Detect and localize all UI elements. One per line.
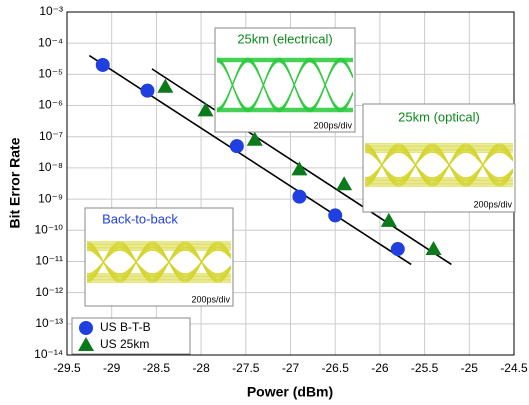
y-tick-label: 10⁻⁴ bbox=[38, 35, 63, 49]
x-tick-label: -26 bbox=[371, 361, 389, 375]
chart: 25km (electrical) 200ps/div 25km (optica… bbox=[0, 0, 529, 405]
y-tick-label: 10⁻⁷ bbox=[39, 129, 63, 143]
x-tick-label: -28 bbox=[192, 361, 210, 375]
marker bbox=[140, 84, 154, 98]
y-tick-label: 10⁻¹³ bbox=[35, 316, 63, 330]
y-axis-title: Bit Error Rate bbox=[7, 137, 23, 228]
x-tick-label: -29.5 bbox=[53, 361, 81, 375]
marker bbox=[230, 139, 244, 153]
marker bbox=[79, 321, 93, 335]
x-tick-label: -27.5 bbox=[232, 361, 260, 375]
annotation: 200ps/div bbox=[313, 120, 352, 130]
annotation: 25km (electrical) bbox=[237, 31, 332, 46]
x-tick-label: -28.5 bbox=[143, 361, 171, 375]
annotation: 25km (optical) bbox=[398, 109, 480, 124]
legend-label: US 25km bbox=[100, 337, 149, 351]
marker bbox=[198, 102, 214, 116]
y-tick-label: 10⁻¹⁴ bbox=[34, 347, 63, 361]
eye-inset-electrical: 25km (electrical) 200ps/div bbox=[215, 28, 355, 132]
y-tick-label: 10⁻⁹ bbox=[38, 191, 63, 205]
eye-inset-b2b: Back-to-back 200ps/div bbox=[85, 208, 233, 306]
y-tick-label: 10⁻¹¹ bbox=[35, 254, 63, 268]
x-tick-label: -25 bbox=[461, 361, 479, 375]
x-tick-label: -26.5 bbox=[322, 361, 350, 375]
annotation: 200ps/div bbox=[191, 294, 230, 304]
eye-inset-optical: 25km (optical) 200ps/div bbox=[363, 104, 515, 212]
marker bbox=[96, 58, 110, 72]
marker bbox=[391, 242, 405, 256]
y-tick-label: 10⁻¹² bbox=[35, 285, 63, 299]
marker bbox=[336, 176, 352, 190]
x-tick-label: -29 bbox=[103, 361, 121, 375]
x-tick-label: -27 bbox=[282, 361, 300, 375]
marker bbox=[328, 208, 342, 222]
y-tick-label: 10⁻⁵ bbox=[38, 67, 63, 81]
y-tick-label: 10⁻³ bbox=[39, 4, 63, 18]
legend-label: US B-T-B bbox=[100, 320, 151, 334]
x-tick-label: -24.5 bbox=[500, 361, 528, 375]
annotation: 200ps/div bbox=[473, 199, 512, 209]
x-axis-title: Power (dBm) bbox=[247, 384, 333, 400]
marker bbox=[426, 241, 442, 255]
y-tick-label: 10⁻¹⁰ bbox=[35, 222, 64, 236]
x-tick-label: -25.5 bbox=[411, 361, 439, 375]
y-tick-label: 10⁻⁶ bbox=[38, 98, 63, 112]
marker bbox=[292, 190, 306, 204]
annotation: Back-to-back bbox=[102, 211, 178, 226]
y-tick-label: 10⁻⁸ bbox=[38, 160, 63, 174]
